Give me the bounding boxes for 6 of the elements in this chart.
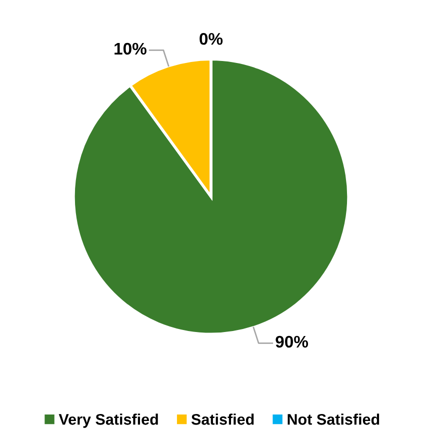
data-label: 10% <box>114 42 146 55</box>
data-label: 90% <box>276 336 308 348</box>
legend-label: Satisfied <box>191 414 254 425</box>
legend-label: Not Satisfied <box>288 414 380 425</box>
text: 0% <box>200 33 223 45</box>
legend-label: Very Satisfied <box>58 414 158 428</box>
